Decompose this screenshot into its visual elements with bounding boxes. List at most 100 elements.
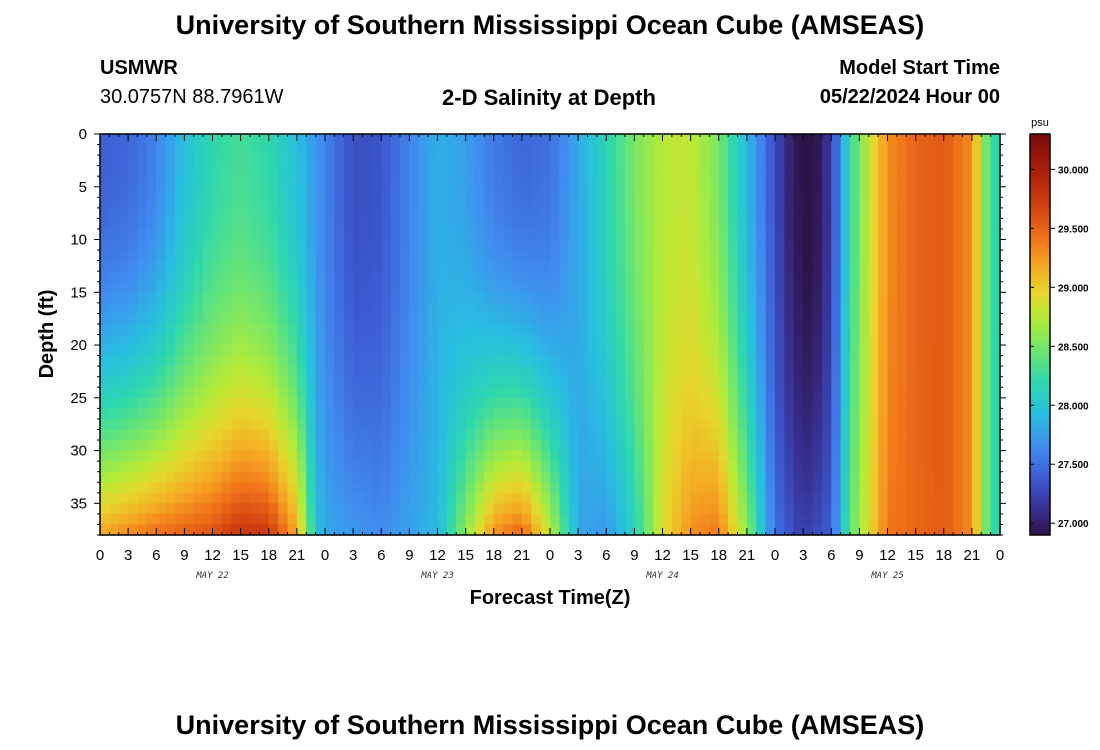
heatmap-cell <box>934 418 945 431</box>
heatmap-cell <box>878 387 889 399</box>
heatmap-cell <box>306 366 317 378</box>
heatmap-cell <box>100 450 110 462</box>
heatmap-cell <box>962 345 973 357</box>
heatmap-cell <box>896 513 907 526</box>
heatmap-cell <box>925 239 935 251</box>
heatmap-cell <box>100 334 110 346</box>
heatmap-cell <box>662 197 673 209</box>
heatmap-cell <box>775 302 785 314</box>
model-start-label: Model Start Time <box>839 57 1000 79</box>
heatmap-cell <box>550 450 560 462</box>
heatmap-cell <box>934 513 945 526</box>
heatmap-cell <box>259 450 270 462</box>
heatmap-cell <box>493 376 504 388</box>
heatmap-cell <box>456 355 467 367</box>
heatmap-cell <box>484 376 495 388</box>
heatmap-cell <box>512 440 523 452</box>
heatmap-cell <box>765 302 776 314</box>
heatmap-cell <box>400 429 410 441</box>
heatmap-cell <box>953 260 964 272</box>
heatmap-cell <box>953 323 964 336</box>
heatmap-cell <box>156 355 167 367</box>
heatmap-cell <box>962 207 973 220</box>
heatmap-cell <box>587 239 598 251</box>
heatmap-cell <box>953 271 964 283</box>
heatmap-cell <box>400 513 410 526</box>
heatmap-cell <box>409 302 420 314</box>
heatmap-cell <box>625 292 635 304</box>
heatmap-cell <box>362 503 373 515</box>
heatmap-cell <box>793 408 804 420</box>
heatmap-cell <box>334 302 345 314</box>
heatmap-cell <box>596 440 607 452</box>
heatmap-cell <box>475 271 485 283</box>
heatmap-cell <box>653 155 664 167</box>
heatmap-cell <box>428 302 439 314</box>
heatmap-cell <box>315 281 326 293</box>
heatmap-cell <box>634 302 645 314</box>
heatmap-cell <box>784 429 795 441</box>
heatmap-cell <box>381 450 392 462</box>
heatmap-cell <box>746 313 757 325</box>
heatmap-cell <box>962 228 973 241</box>
heatmap-cell <box>765 524 776 536</box>
heatmap-cell <box>587 440 598 452</box>
heatmap-cell <box>334 218 345 230</box>
heatmap-cell <box>231 239 242 251</box>
heatmap-cell <box>409 461 420 473</box>
heatmap-cell <box>943 366 954 378</box>
heatmap-cell <box>906 144 917 156</box>
heatmap-cell <box>512 260 523 272</box>
heatmap-cell <box>109 228 120 241</box>
heatmap-cell <box>503 397 514 409</box>
heatmap-cell <box>643 355 654 367</box>
heatmap-cell <box>784 134 795 146</box>
x-tick-label: 3 <box>574 547 582 564</box>
heatmap-cell <box>409 218 420 230</box>
heatmap-cell <box>934 281 945 293</box>
heatmap-cell <box>306 292 317 304</box>
heatmap-cell <box>175 239 185 251</box>
heatmap-cell <box>896 323 907 336</box>
heatmap-cell <box>325 376 335 388</box>
heatmap-cell <box>878 155 889 167</box>
heatmap-cell <box>943 155 954 167</box>
heatmap-cell <box>250 281 260 293</box>
heatmap-cell <box>362 260 373 272</box>
heatmap-cell <box>381 176 392 188</box>
heatmap-cell <box>540 503 551 515</box>
heatmap-cell <box>456 440 467 452</box>
heatmap-cell <box>212 281 223 293</box>
heatmap-cell <box>887 292 898 304</box>
heatmap-cell <box>109 239 120 251</box>
heatmap-cell <box>625 134 635 146</box>
heatmap-cell <box>240 197 251 209</box>
heatmap-cell <box>203 155 214 167</box>
heatmap-cell <box>756 313 767 325</box>
heatmap-cell <box>390 260 401 272</box>
heatmap-cell <box>896 186 907 198</box>
heatmap-cell <box>915 250 926 262</box>
heatmap-cell <box>278 366 289 378</box>
heatmap-cell <box>671 323 682 336</box>
heatmap-cell <box>953 313 964 325</box>
heatmap-cell <box>765 228 776 241</box>
heatmap-cell <box>400 334 410 346</box>
heatmap-cell <box>653 492 664 504</box>
heatmap-cell <box>728 440 739 452</box>
heatmap-cell <box>962 450 973 462</box>
heatmap-cell <box>700 450 710 462</box>
heatmap-cell <box>718 345 729 357</box>
heatmap-cell <box>634 292 645 304</box>
heatmap-cell <box>953 418 964 431</box>
heatmap-cell <box>278 292 289 304</box>
heatmap-cell <box>156 155 167 167</box>
heatmap-cell <box>578 397 589 409</box>
heatmap-cell <box>700 228 710 241</box>
heatmap-cell <box>737 503 748 515</box>
heatmap-cell <box>512 387 523 399</box>
heatmap-cell <box>371 397 382 409</box>
heatmap-cell <box>821 197 832 209</box>
heatmap-cell <box>812 355 823 367</box>
heatmap-cell <box>803 228 814 241</box>
